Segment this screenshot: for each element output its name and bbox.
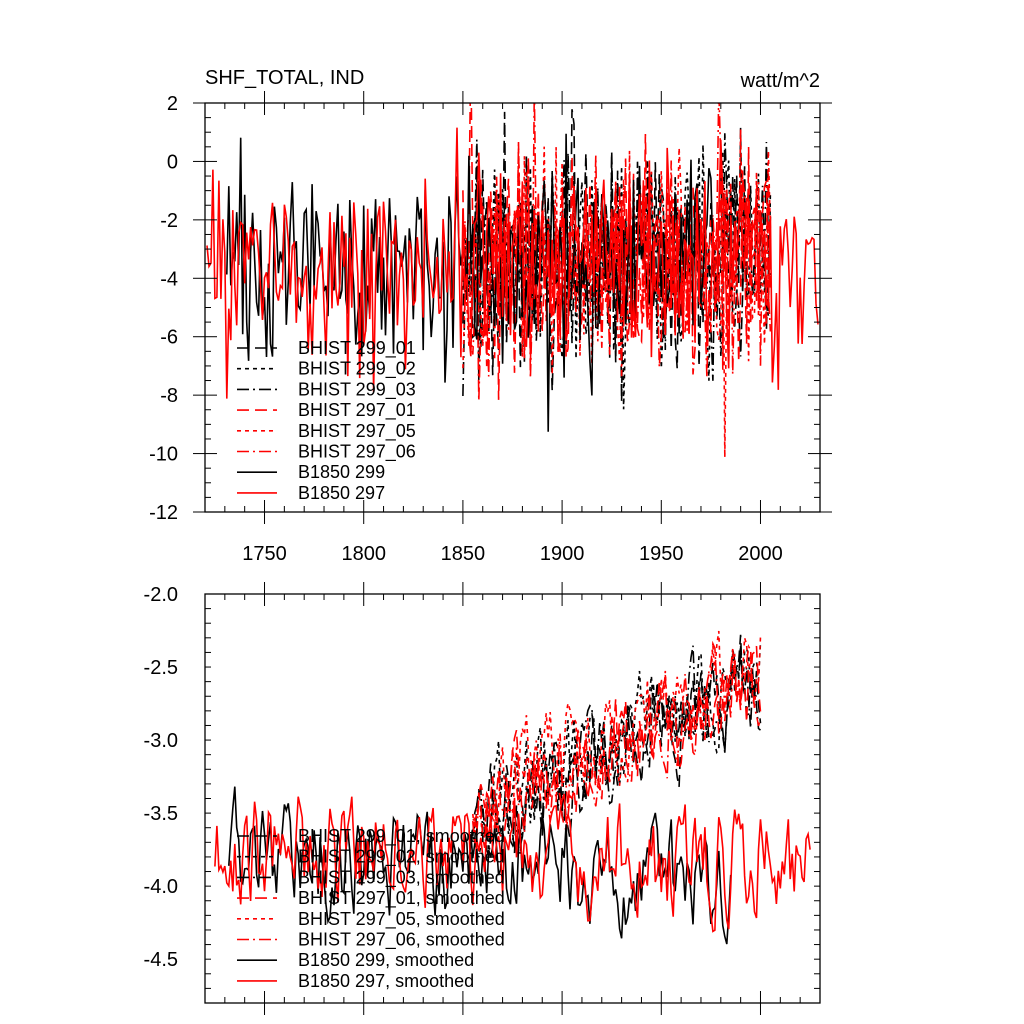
y-tick-label: -4	[160, 268, 178, 290]
legend-label: BHIST 299_01, smoothed	[298, 826, 505, 847]
series-group	[206, 103, 819, 458]
y-tick-label: -8	[160, 385, 178, 407]
legend-label: B1850 299, smoothed	[298, 950, 474, 970]
y-tick-label: 0	[167, 151, 178, 173]
legend-label: BHIST 299_01	[298, 338, 416, 359]
axes: -2.0 -2.5 -3.0 -3.5 -4.0 -4.5	[144, 582, 821, 1015]
bottom-panel: -2.0 -2.5 -3.0 -3.5 -4.0 -4.5 BHIST 299_01, s…	[144, 582, 821, 1015]
x-tick-label: 1750	[242, 543, 287, 565]
legend-label: BHIST 297_01	[298, 400, 416, 421]
y-tick-label: -3.5	[144, 803, 178, 825]
y-tick-label: -6	[160, 327, 178, 349]
series-line	[214, 793, 811, 933]
legend-label: BHIST 297_05, smoothed	[298, 909, 505, 930]
x-tick-label: 1850	[441, 543, 486, 565]
x-tick-label: 2000	[738, 543, 783, 565]
legend-label: B1850 297, smoothed	[298, 971, 474, 991]
legend-label: BHIST 299_02	[298, 359, 416, 380]
x-tick-label: 1800	[341, 543, 386, 565]
series-line	[228, 786, 732, 945]
series-line	[206, 127, 819, 399]
y-tick-label: -3.0	[144, 730, 178, 752]
series-line	[472, 634, 762, 854]
axes: 1750 1800 1850 1900 1950 2000 2 0 -2 -4 -6 -8 -10 -12	[149, 91, 832, 565]
legend-label: BHIST 299_03, smoothed	[298, 867, 505, 888]
series-line	[472, 645, 762, 849]
y-tick-label: -2	[160, 210, 178, 232]
units-label: watt/m^2	[740, 70, 820, 92]
top-panel: SHF_TOTAL, IND watt/m^2 1750 1800 1850 1900…	[149, 67, 832, 565]
y-tick-label: -4.0	[144, 876, 178, 898]
chart-title: SHF_TOTAL, IND	[205, 67, 364, 89]
legend-label: BHIST 297_05	[298, 421, 416, 442]
legend-label: BHIST 299_03	[298, 379, 416, 400]
legend-label: BHIST 297_06, smoothed	[298, 930, 505, 951]
x-tick-label: 1900	[540, 543, 585, 565]
legend-label: BHIST 297_06	[298, 442, 416, 463]
series-line	[472, 640, 762, 836]
y-tick-label: -4.5	[144, 949, 178, 971]
y-tick-label: 2	[167, 93, 178, 115]
y-tick-label: -2.5	[144, 657, 178, 679]
y-tick-label: -2.0	[144, 584, 178, 606]
series-line	[472, 642, 762, 858]
series-line	[462, 103, 772, 401]
series-group	[214, 630, 811, 945]
legend-label: B1850 299	[298, 462, 385, 482]
x-tick-label: 1950	[639, 543, 684, 565]
y-tick-label: -12	[149, 502, 178, 524]
legend-label: BHIST 299_02, smoothed	[298, 847, 505, 868]
legend-label: BHIST 297_01, smoothed	[298, 888, 505, 909]
y-tick-label: -10	[149, 444, 178, 466]
legend-label: B1850 297	[298, 483, 385, 503]
